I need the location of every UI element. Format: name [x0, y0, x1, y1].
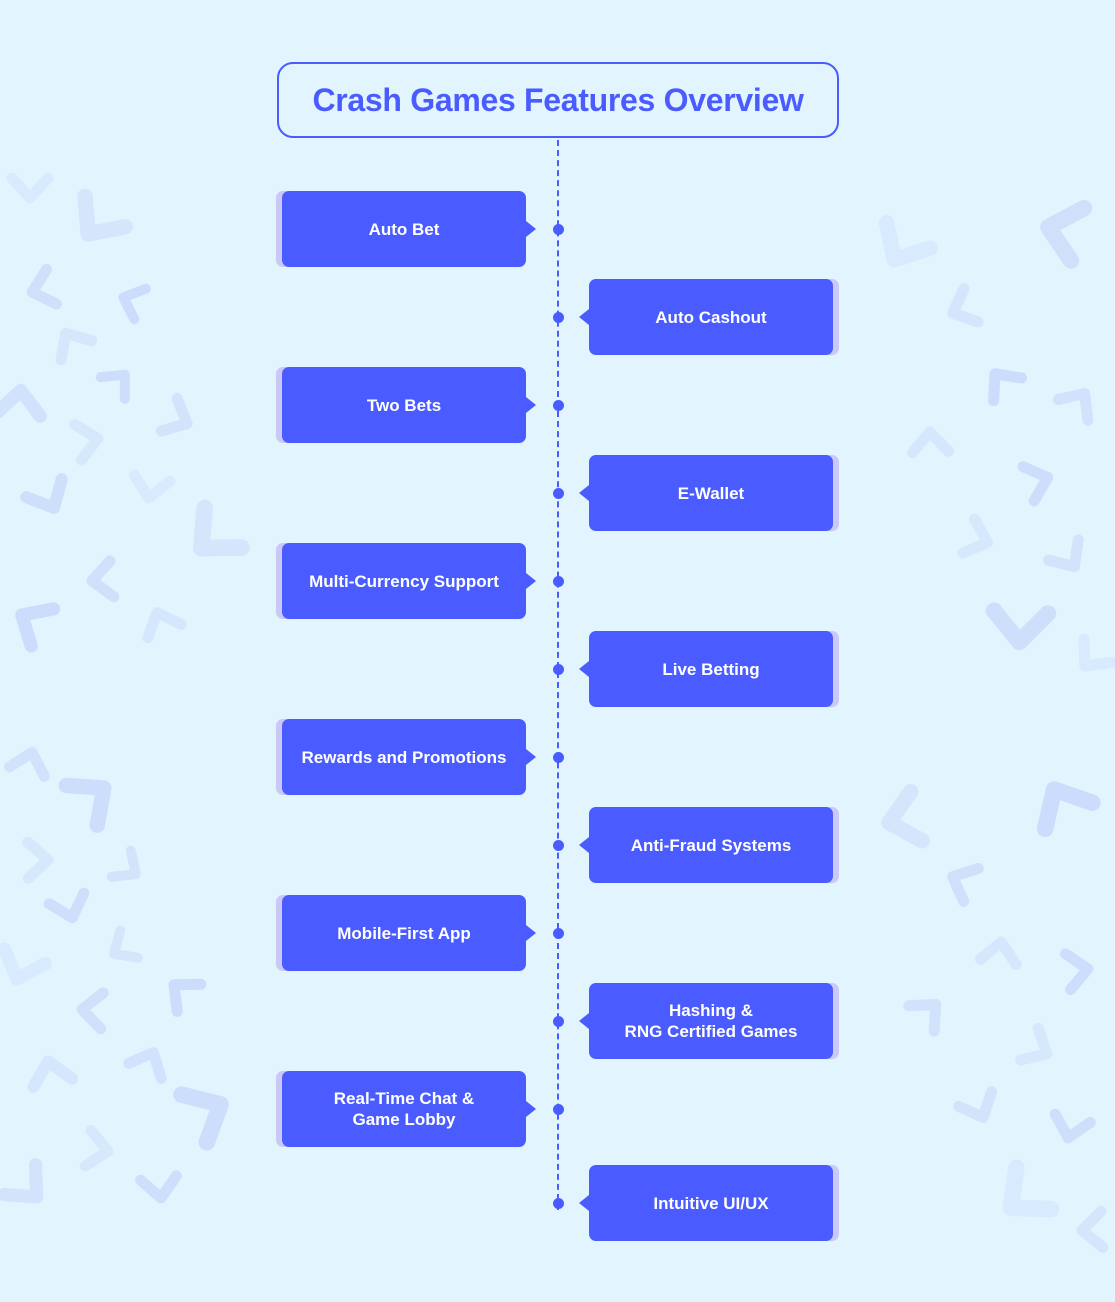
- feature-box: Live Betting: [579, 631, 833, 707]
- chevron-pattern-mark: [1060, 948, 1094, 995]
- chevron-pattern-mark: [878, 215, 938, 268]
- feature-box: Hashing & RNG Certified Games: [579, 983, 833, 1059]
- feature-box: Anti-Fraud Systems: [579, 807, 833, 883]
- chevron-pattern-mark: [4, 746, 50, 782]
- feature-label: Auto Bet: [368, 219, 440, 239]
- timeline-dot: [553, 752, 564, 763]
- chevron-pattern-mark: [118, 283, 151, 324]
- chevron-pattern-mark: [168, 978, 207, 1017]
- chevron-pattern-mark: [988, 368, 1028, 407]
- feature-label: Live Betting: [662, 659, 760, 679]
- chevron-pattern-mark: [1049, 1108, 1096, 1144]
- chevron-pattern-mark: [58, 777, 112, 833]
- chevron-pattern-mark: [77, 188, 133, 242]
- chevron-pattern-mark: [1017, 461, 1054, 507]
- feature-box: Auto Bet: [282, 191, 536, 267]
- timeline-dot: [553, 1016, 564, 1027]
- feature-box: Rewards and Promotions: [282, 719, 536, 795]
- chevron-pattern-mark: [1015, 1022, 1053, 1066]
- timeline-dot: [553, 488, 564, 499]
- chevron-pattern-mark: [69, 419, 104, 466]
- timeline-dot: [553, 1198, 564, 1209]
- feature-label: Auto Cashout: [655, 307, 767, 327]
- timeline-dot: [553, 1104, 564, 1115]
- chevron-pattern-mark: [947, 283, 984, 328]
- chevron-pattern-mark: [0, 1158, 44, 1204]
- chevron-pattern-mark: [957, 513, 994, 559]
- feature-label: Mobile-First App: [337, 923, 471, 943]
- page-title: Crash Games Features Overview: [277, 62, 839, 138]
- feature-box: Auto Cashout: [579, 279, 833, 355]
- chevron-pattern-mark: [123, 1047, 167, 1084]
- feature-label: Anti-Fraud Systems: [630, 835, 792, 855]
- chevron-pattern-mark: [6, 172, 54, 204]
- feature-box: E-Wallet: [579, 455, 833, 531]
- chevron-pattern-mark: [1052, 387, 1094, 426]
- chevron-pattern-mark: [985, 602, 1057, 651]
- chevron-pattern-mark: [55, 327, 98, 366]
- chevron-pattern-mark: [15, 602, 61, 653]
- chevron-pattern-mark: [26, 263, 62, 310]
- timeline-dot: [553, 576, 564, 587]
- feature-label: Real-Time Chat & Game Lobby: [333, 1089, 475, 1129]
- chevron-pattern-mark: [906, 426, 954, 459]
- chevron-pattern-mark: [27, 1055, 79, 1094]
- feature-box: Real-Time Chat & Game Lobby: [282, 1071, 536, 1147]
- chevron-pattern-mark: [106, 845, 141, 882]
- timeline-dot: [553, 224, 564, 235]
- timeline-dot: [553, 664, 564, 675]
- chevron-pattern-mark: [881, 783, 930, 849]
- chevron-pattern-mark: [95, 369, 130, 404]
- feature-box: Intuitive UI/UX: [579, 1165, 833, 1241]
- chevron-pattern-mark: [192, 499, 250, 557]
- chevron-pattern-mark: [0, 942, 52, 986]
- chevron-pattern-mark: [135, 1170, 182, 1204]
- feature-box: Mobile-First App: [282, 895, 536, 971]
- feature-label: Rewards and Promotions: [301, 747, 507, 767]
- timeline-dot: [553, 840, 564, 851]
- timeline-dashed-line: [557, 140, 559, 1210]
- chevron-pattern-mark: [1036, 781, 1101, 838]
- chevron-pattern-mark: [1078, 633, 1115, 672]
- chevron-pattern-mark: [1040, 199, 1093, 269]
- chevron-pattern-mark: [155, 393, 193, 437]
- chevron-pattern-mark: [975, 936, 1022, 970]
- feature-label: Intuitive UI/UX: [653, 1193, 769, 1213]
- title-text: Crash Games Features Overview: [312, 81, 804, 118]
- chevron-pattern-mark: [1002, 1159, 1060, 1218]
- chevron-pattern-mark: [22, 836, 54, 884]
- chevron-pattern-mark: [173, 1086, 229, 1151]
- chevron-pattern-mark: [20, 473, 68, 514]
- timeline-dot: [553, 928, 564, 939]
- feature-label: Hashing & RNG Certified Games: [624, 1001, 798, 1041]
- chevron-pattern-mark: [86, 555, 120, 603]
- feature-label: Multi-Currency Support: [309, 571, 499, 591]
- timeline-dot: [553, 400, 564, 411]
- chevron-pattern-mark: [0, 383, 47, 423]
- chevron-pattern-mark: [109, 925, 143, 963]
- feature-label: Two Bets: [366, 395, 442, 415]
- chevron-pattern-mark: [76, 987, 109, 1035]
- chevron-pattern-mark: [142, 607, 187, 644]
- chevron-pattern-mark: [43, 887, 90, 924]
- chevron-pattern-mark: [953, 1086, 998, 1123]
- chevron-pattern-mark: [1076, 1205, 1109, 1253]
- chevron-pattern-mark: [1042, 534, 1084, 573]
- feature-box: Two Bets: [282, 367, 536, 443]
- chevron-pattern-mark: [947, 862, 984, 907]
- chevron-pattern-mark: [128, 469, 176, 504]
- feature-box: Multi-Currency Support: [282, 543, 536, 619]
- feature-label: E-Wallet: [677, 483, 745, 503]
- timeline-dot: [553, 312, 564, 323]
- chevron-pattern-mark: [903, 998, 942, 1037]
- chevron-pattern-mark: [79, 1124, 114, 1172]
